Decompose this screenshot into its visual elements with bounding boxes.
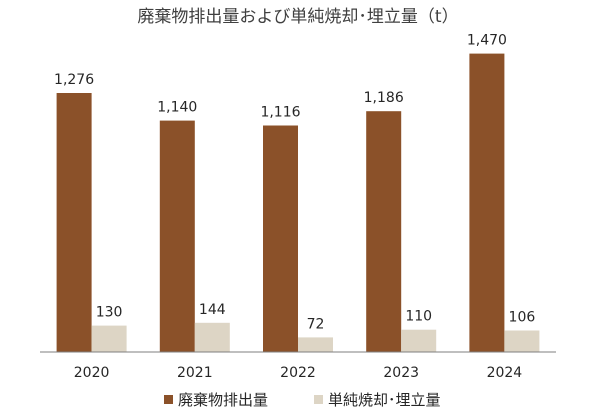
data-labels-layer: 1,276 130 1,140 144 1,116 72 1,186 110 1,470 106 [54,33,535,333]
legend-swatch-disposal [314,395,323,404]
x-tick-label-2020: 2020 [74,365,110,381]
bar-emission-2021 [159,120,195,352]
data-label-disposal-2023: 110 [405,309,432,325]
bar-emission-2020 [56,93,92,352]
data-label-emission-2023: 1,186 [364,90,404,106]
data-label-disposal-2022: 72 [307,316,325,332]
bar-disposal-2022 [298,337,333,352]
x-tick-label-2024: 2024 [487,365,523,381]
legend-label-emission: 廃棄物排出量 [178,391,268,409]
bar-disposal-2020 [91,325,127,352]
bar-emission-2023 [366,111,402,352]
data-label-emission-2022: 1,116 [260,105,300,121]
data-label-disposal-2021: 144 [199,302,226,318]
legend: 廃棄物排出量 単純焼却･埋立量 [164,391,441,409]
data-label-emission-2021: 1,140 [157,100,197,116]
bar-disposal-2021 [194,322,230,352]
bar-disposal-2023 [401,329,437,352]
x-tick-labels-layer: 2020 2021 2022 2023 2024 [74,365,523,381]
legend-swatch-emission [164,395,173,404]
x-tick-label-2022: 2022 [280,365,316,381]
data-label-disposal-2024: 106 [509,310,536,326]
bars-layer [56,53,540,352]
bar-disposal-2024 [504,330,540,352]
legend-label-disposal: 単純焼却･埋立量 [328,391,441,409]
x-tick-label-2021: 2021 [177,365,213,381]
data-label-emission-2020: 1,276 [54,72,94,88]
bar-emission-2022 [263,125,298,352]
data-label-disposal-2020: 130 [96,305,123,321]
data-label-emission-2024: 1,470 [467,33,507,49]
x-tick-label-2023: 2023 [383,365,419,381]
bar-emission-2024 [469,53,505,352]
chart-title: 廃棄物排出量および単純焼却･埋立量（t） [137,7,458,27]
